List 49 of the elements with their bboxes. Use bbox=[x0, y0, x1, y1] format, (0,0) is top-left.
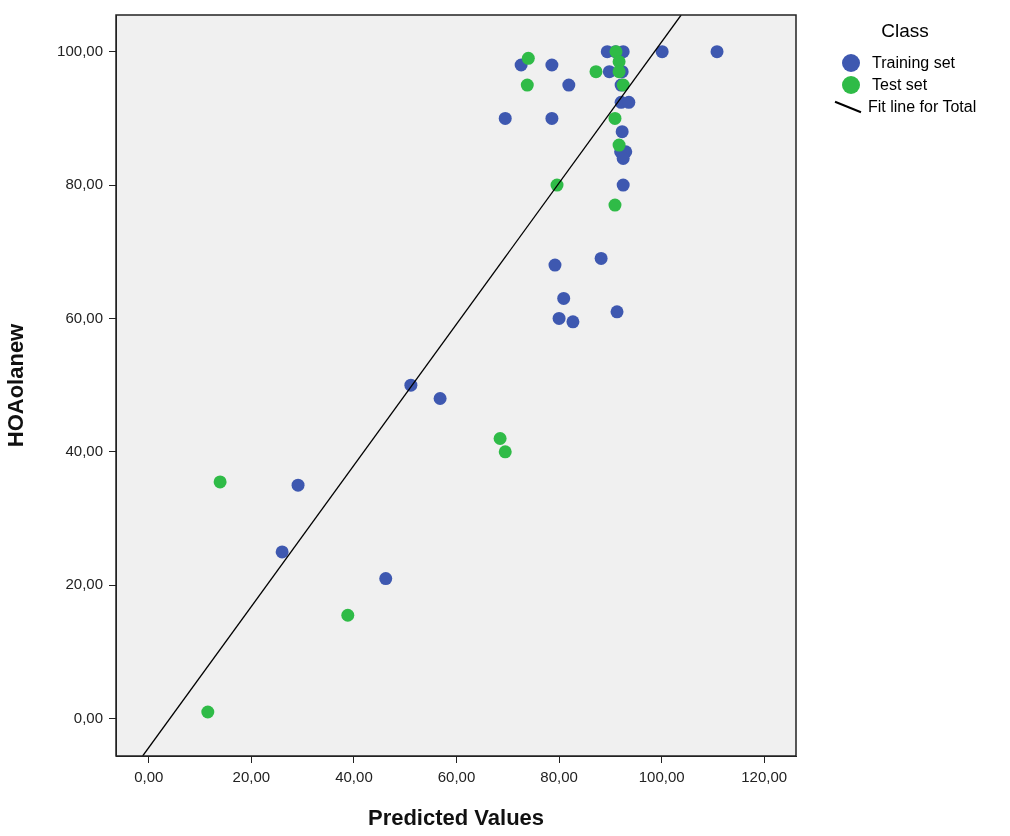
point bbox=[710, 45, 724, 59]
point bbox=[275, 545, 289, 559]
point bbox=[498, 445, 512, 459]
point bbox=[562, 78, 576, 92]
point bbox=[589, 65, 603, 79]
point bbox=[520, 78, 534, 92]
point bbox=[521, 51, 535, 65]
y-tick-label: 100,00 bbox=[57, 41, 103, 59]
y-tick-label: 60,00 bbox=[65, 308, 103, 326]
point bbox=[379, 572, 393, 586]
point bbox=[433, 392, 447, 406]
x-tick-label: 0,00 bbox=[134, 768, 164, 786]
x-tick-label: 20,00 bbox=[232, 768, 271, 786]
point bbox=[552, 311, 566, 325]
point bbox=[213, 475, 227, 489]
point bbox=[615, 125, 629, 139]
point bbox=[622, 95, 636, 109]
point bbox=[545, 58, 559, 72]
point bbox=[594, 251, 608, 265]
point bbox=[201, 705, 215, 719]
y-axis-title: HOAolanew bbox=[3, 322, 29, 448]
x-tick-label: 120,00 bbox=[741, 768, 788, 786]
y-tick-label: 0,00 bbox=[73, 708, 103, 726]
point bbox=[498, 111, 512, 125]
point bbox=[341, 608, 355, 622]
x-axis-title: Predicted Values bbox=[367, 804, 545, 830]
legend-title: Class bbox=[880, 20, 930, 42]
point bbox=[557, 291, 571, 305]
point bbox=[612, 138, 626, 152]
point bbox=[608, 198, 622, 212]
point bbox=[493, 432, 507, 446]
point bbox=[566, 315, 580, 329]
point bbox=[608, 111, 622, 125]
point bbox=[548, 258, 562, 272]
x-tick-label: 100,00 bbox=[638, 768, 685, 786]
y-tick-label: 40,00 bbox=[65, 442, 103, 459]
point bbox=[655, 45, 669, 59]
point bbox=[545, 111, 559, 125]
y-tick-label: 80,00 bbox=[65, 175, 103, 193]
point bbox=[610, 305, 624, 319]
point bbox=[616, 178, 630, 192]
point bbox=[291, 478, 305, 492]
x-tick-label: 60,00 bbox=[437, 768, 476, 786]
x-tick-label: 80,00 bbox=[540, 768, 578, 786]
y-tick-label: 20,00 bbox=[65, 575, 103, 593]
legend-label: Test set bbox=[872, 76, 928, 94]
x-tick-label: 40,00 bbox=[335, 768, 373, 786]
legend-label: Training set bbox=[872, 54, 955, 72]
legend-label: Fit line for Total bbox=[868, 98, 977, 116]
